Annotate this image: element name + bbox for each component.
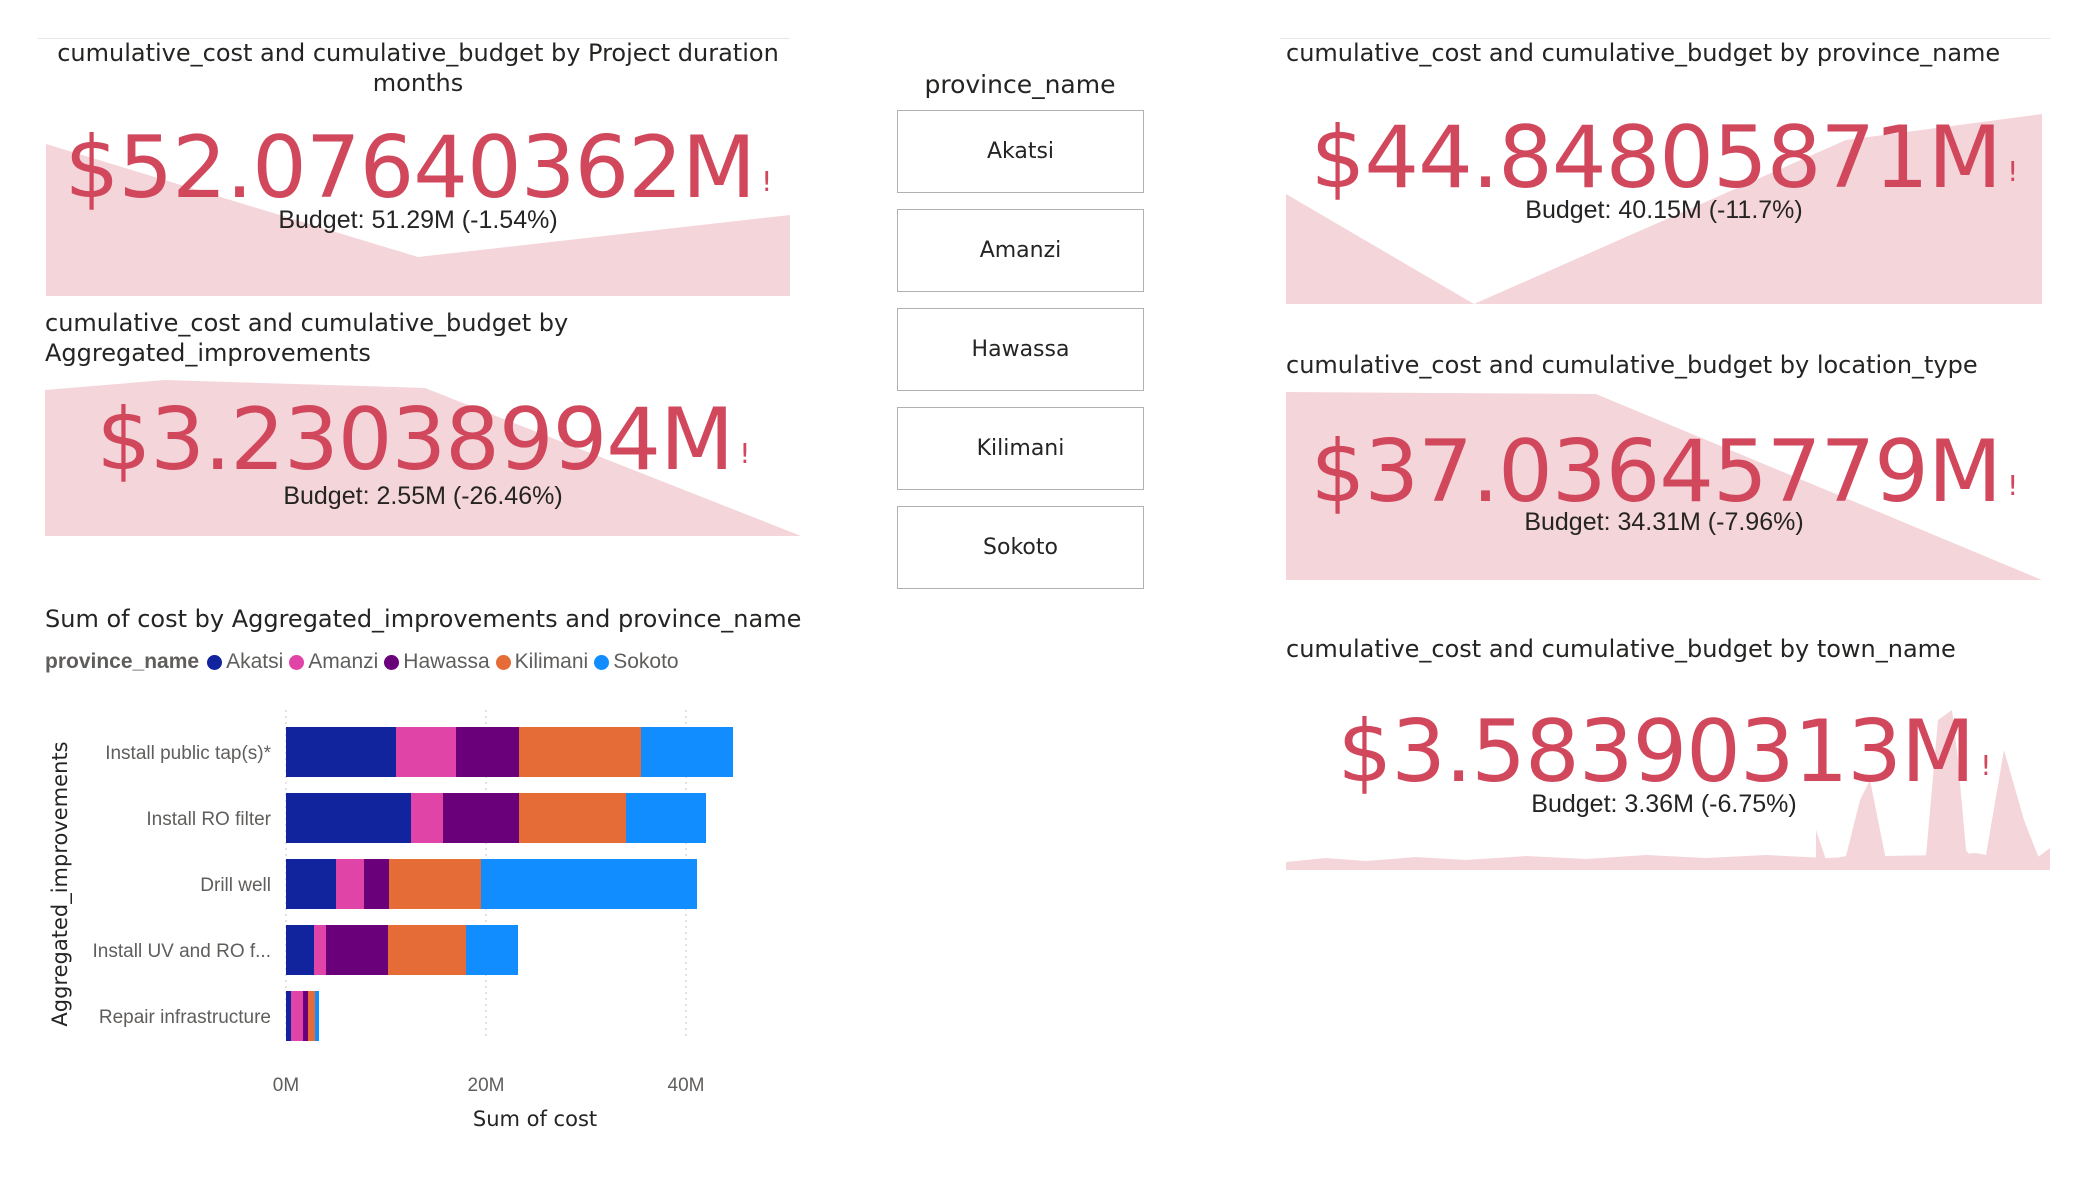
chart-title: Sum of cost by Aggregated_improvements a…	[45, 605, 802, 633]
bar-segment-sokoto[interactable]: Install public tap(s)* / Sokoto: 9.2M	[641, 727, 733, 777]
bar-segment-akatsi[interactable]: Install RO filter / Akatsi: 12.5M	[286, 793, 411, 843]
bar-segment-kilimani[interactable]: Install public tap(s)* / Kilimani: 12.2M	[519, 727, 641, 777]
legend-marker	[594, 654, 610, 670]
kpi-title-improvements: cumulative_cost and cumulative_budget by…	[45, 309, 569, 367]
slicer-item-kilimani[interactable]: Kilimani	[897, 407, 1144, 490]
visual-frame-right	[1280, 38, 2050, 91]
kpi-budget-improvements: Budget: 2.55M (-26.46%)	[283, 482, 563, 510]
kpi-card-location[interactable]: cumulative_cost and cumulative_budget by…	[1286, 350, 2050, 582]
legend-marker	[207, 654, 223, 670]
kpi-value-location: $37.03645779M!	[1310, 422, 2019, 522]
legend-marker	[289, 654, 305, 670]
y-tick-label: Install public tap(s)*	[105, 743, 271, 764]
bar-segment-kilimani[interactable]: Install RO filter / Kilimani: 10.7M	[519, 793, 626, 843]
x-tick-label: 0M	[273, 1075, 299, 1096]
bar-segment-kilimani[interactable]: Repair infrastructure / Kilimani: 0.7M	[308, 991, 315, 1041]
kpi-value-province: $44.84805871M!	[1310, 108, 2019, 208]
kpi-trend-area-duration	[46, 144, 790, 296]
kpi-title-province: cumulative_cost and cumulative_budget by…	[1286, 39, 2001, 67]
kpi-card-improvements[interactable]: cumulative_cost and cumulative_budget by…	[45, 308, 805, 538]
bar-segment-hawassa[interactable]: Install public tap(s)* / Hawassa: 6.3M	[456, 727, 519, 777]
kpi-title-location: cumulative_cost and cumulative_budget by…	[1286, 351, 1978, 379]
bar-segment-kilimani[interactable]: Drill well / Kilimani: 9.2M	[389, 859, 481, 909]
kpi-card-province[interactable]: cumulative_cost and cumulative_budget by…	[1286, 38, 2050, 304]
kpi-title-duration: cumulative_cost and cumulative_budget by…	[57, 39, 779, 97]
warning-icon[interactable]: !	[739, 437, 750, 470]
kpi-budget-location: Budget: 34.31M (-7.96%)	[1524, 508, 1804, 536]
kpi-card-duration[interactable]: cumulative_cost and cumulative_budget by…	[38, 38, 798, 296]
bar-segment-amanzi[interactable]: Install public tap(s)* / Amanzi: 6M	[396, 727, 456, 777]
bar-segment-hawassa[interactable]: Repair infrastructure / Hawassa: 0.5M	[303, 991, 308, 1041]
x-tick-label: 40M	[668, 1075, 705, 1096]
legend-item-sokoto[interactable]: Sokoto	[594, 650, 679, 674]
bar-segment-akatsi[interactable]: Install public tap(s)* / Akatsi: 11M	[286, 727, 396, 777]
slicer-item-akatsi[interactable]: Akatsi	[897, 110, 1144, 193]
legend-item-akatsi[interactable]: Akatsi	[207, 650, 283, 674]
x-axis-label: Sum of cost	[473, 1107, 597, 1131]
legend-item-amanzi[interactable]: Amanzi	[289, 650, 378, 674]
warning-icon[interactable]: !	[1980, 749, 1991, 782]
warning-icon[interactable]: !	[2007, 155, 2018, 188]
kpi-card-town[interactable]: cumulative_cost and cumulative_budget by…	[1286, 634, 2050, 870]
legend-title: province_name	[45, 650, 200, 673]
warning-icon[interactable]: !	[761, 165, 772, 198]
stacked-bar-chart[interactable]: 0M 20M 40M Sum of cost Aggregated_improvemen…	[40, 690, 800, 1140]
bar-segment-amanzi[interactable]: Repair infrastructure / Amanzi: 1.2M	[291, 991, 303, 1041]
kpi-value-improvements: $3.23038994M!	[96, 390, 751, 490]
y-tick-label: Drill well	[200, 875, 271, 896]
bar-segment-akatsi[interactable]: Install UV and RO f... / Akatsi: 2.8M	[286, 925, 314, 975]
kpi-value-duration: $52.07640362M!	[64, 118, 773, 218]
y-tick-label: Install UV and RO f...	[93, 941, 271, 962]
slicer-item-hawassa[interactable]: Hawassa	[897, 308, 1144, 391]
kpi-trend-area-improvements	[45, 380, 801, 536]
slicer-title: province_name	[924, 70, 1116, 99]
chart-legend: province_name Akatsi Amanzi Hawassa Kili…	[45, 650, 685, 674]
bar-segment-sokoto[interactable]: Repair infrastructure / Sokoto: 0.4M	[315, 991, 319, 1041]
kpi-budget-province: Budget: 40.15M (-11.7%)	[1525, 196, 1803, 224]
bar-segment-sokoto[interactable]: Install UV and RO f... / Sokoto: 5.2M	[466, 925, 518, 975]
y-tick-label: Repair infrastructure	[99, 1007, 271, 1028]
kpi-trend-area-province	[1286, 114, 2042, 304]
bar-segment-amanzi[interactable]: Drill well / Amanzi: 2.8M	[336, 859, 364, 909]
x-tick-label: 20M	[468, 1075, 505, 1096]
y-tick-label: Install RO filter	[146, 809, 271, 830]
legend-marker	[495, 654, 511, 670]
bar-segment-hawassa[interactable]: Install UV and RO f... / Hawassa: 6.2M	[326, 925, 388, 975]
y-axis-label: Aggregated_improvements	[48, 741, 73, 1026]
bar-segment-akatsi[interactable]: Repair infrastructure / Akatsi: 0.5M	[286, 991, 291, 1041]
bar-segment-amanzi[interactable]: Install RO filter / Amanzi: 3.2M	[411, 793, 443, 843]
kpi-trend-area-location	[1286, 392, 2042, 580]
kpi-budget-duration: Budget: 51.29M (-1.54%)	[278, 206, 558, 234]
slicer-item-sokoto[interactable]: Sokoto	[897, 506, 1144, 589]
kpi-trend-area-town-peak	[1816, 710, 2050, 870]
warning-icon[interactable]: !	[2007, 469, 2018, 502]
bar-segment-akatsi[interactable]: Drill well / Akatsi: 5M	[286, 859, 336, 909]
bar-segment-hawassa[interactable]: Install RO filter / Hawassa: 7.6M	[443, 793, 519, 843]
bar-segment-sokoto[interactable]: Install RO filter / Sokoto: 8M	[626, 793, 706, 843]
bar-segment-hawassa[interactable]: Drill well / Hawassa: 2.5M	[364, 859, 389, 909]
bar-segment-amanzi[interactable]: Install UV and RO f... / Amanzi: 1.2M	[314, 925, 326, 975]
bar-segment-sokoto[interactable]: Drill well / Sokoto: 21.6M	[481, 859, 697, 909]
visual-frame-left	[38, 38, 790, 91]
legend-item-kilimani[interactable]: Kilimani	[495, 650, 588, 674]
kpi-title-town: cumulative_cost and cumulative_budget by…	[1286, 635, 1956, 663]
kpi-value-town: $3.58390313M!	[1337, 702, 1992, 802]
kpi-budget-town: Budget: 3.36M (-6.75%)	[1531, 790, 1797, 818]
legend-item-hawassa[interactable]: Hawassa	[384, 650, 490, 674]
slicer-item-amanzi[interactable]: Amanzi	[897, 209, 1144, 292]
bar-segment-kilimani[interactable]: Install UV and RO f... / Kilimani: 7.8M	[388, 925, 466, 975]
legend-marker	[384, 654, 400, 670]
